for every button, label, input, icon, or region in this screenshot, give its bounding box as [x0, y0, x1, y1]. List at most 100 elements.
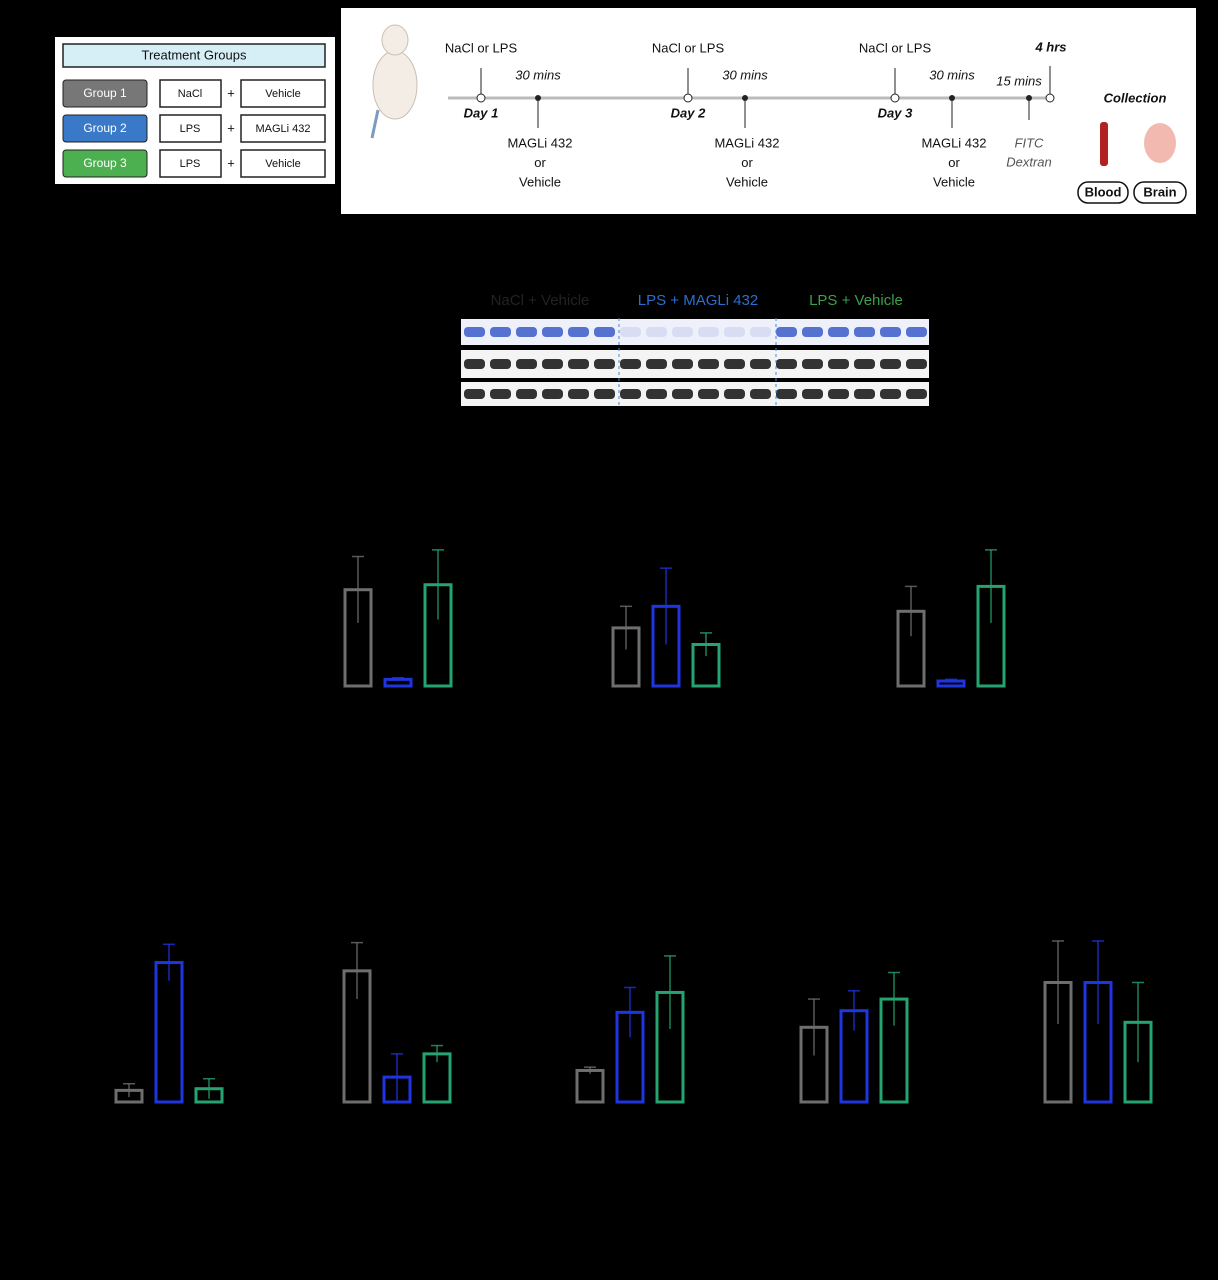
blot-band	[464, 327, 485, 337]
blot-band	[620, 389, 641, 399]
blot-band	[594, 359, 615, 369]
group-chip	[62, 79, 148, 108]
treatment-line: MAGLi 432	[921, 135, 986, 150]
injection-label: NaCl or LPS	[652, 40, 725, 55]
blot-band	[698, 327, 719, 337]
treatment-dot	[949, 95, 955, 101]
treatment-dot	[742, 95, 748, 101]
day-label: Day 1	[464, 105, 499, 120]
blot-band	[802, 327, 823, 337]
group-chip	[62, 149, 148, 178]
blot-band	[802, 359, 823, 369]
drug-box	[159, 149, 222, 178]
treatment-line: Vehicle	[519, 174, 561, 189]
day-label: Day 2	[671, 105, 706, 120]
blot-band	[516, 389, 537, 399]
drug-label: NaCl	[178, 88, 202, 100]
plus-sign: +	[227, 155, 235, 170]
blot-band	[490, 359, 511, 369]
blot-band	[776, 359, 797, 369]
treatment-label: Vehicle	[265, 88, 300, 100]
blot-band	[828, 327, 849, 337]
blot-band	[750, 327, 771, 337]
blot-band	[620, 327, 641, 337]
treatment-box	[240, 114, 326, 143]
blot-band	[646, 327, 667, 337]
blot-band	[542, 389, 563, 399]
treatment-line: MAGLi 432	[714, 135, 779, 150]
treatment-line: or	[534, 155, 546, 170]
blot-band	[516, 359, 537, 369]
group-label: Group 1	[83, 86, 127, 100]
injection-label: NaCl or LPS	[445, 40, 518, 55]
blot-group-label: NaCl + Vehicle	[491, 292, 590, 309]
drug-label: LPS	[180, 158, 201, 170]
injection-dot	[476, 93, 486, 103]
blot-band	[906, 389, 927, 399]
blot-group-label: LPS + Vehicle	[809, 292, 903, 309]
blot-band	[724, 389, 745, 399]
blot-group-label: LPS + MAGLi 432	[638, 292, 758, 309]
blot-band	[802, 389, 823, 399]
treatment-label: MAGLi 432	[255, 123, 310, 135]
delay-label: 30 mins	[929, 67, 975, 82]
blot-band	[568, 389, 589, 399]
drug-label: LPS	[180, 123, 201, 135]
drug-box	[159, 114, 222, 143]
blot-band	[880, 389, 901, 399]
blot-band	[880, 327, 901, 337]
blot-band	[724, 359, 745, 369]
blot-band	[854, 389, 875, 399]
timeline-panel	[341, 8, 1196, 214]
blot-band	[594, 327, 615, 337]
brain-icon	[1144, 123, 1176, 163]
drug-box	[159, 79, 222, 108]
blot-band	[646, 359, 667, 369]
blot-strip	[459, 380, 931, 408]
blood-icon	[1100, 122, 1108, 166]
injection-dot	[890, 93, 900, 103]
collection-label: Collection	[1104, 90, 1167, 105]
blot-band	[490, 327, 511, 337]
blot-band	[646, 389, 667, 399]
group-label: Group 2	[83, 121, 127, 135]
western-blot	[459, 317, 931, 408]
treatment-line: or	[948, 155, 960, 170]
blot-band	[776, 389, 797, 399]
blot-strip	[459, 348, 931, 380]
blot-band	[776, 327, 797, 337]
blot-band	[828, 359, 849, 369]
blot-band	[906, 359, 927, 369]
blot-band	[880, 359, 901, 369]
blot-band	[672, 327, 693, 337]
sample-label: Blood	[1085, 184, 1122, 199]
blot-band	[854, 359, 875, 369]
blot-band	[724, 327, 745, 337]
mouse-icon	[370, 24, 418, 139]
tracer-label: Dextran	[1006, 154, 1052, 169]
group-rows: Group 1 NaCl + Vehicle Group 2 LPS + MAGLi 432 G…	[62, 79, 326, 178]
blot-band	[750, 389, 771, 399]
blot-band	[464, 389, 485, 399]
injection-label: NaCl or LPS	[859, 40, 932, 55]
blot-band	[698, 359, 719, 369]
plus-sign: +	[227, 120, 235, 135]
blot-band	[464, 359, 485, 369]
blot-band	[516, 327, 537, 337]
groups-header	[62, 43, 326, 68]
treatment-line: or	[741, 155, 753, 170]
tracer-dot	[1026, 95, 1032, 101]
day-label: Day 3	[878, 105, 913, 120]
sample-pill	[1133, 181, 1187, 204]
treatment-label: Vehicle	[265, 158, 300, 170]
injection-dot	[683, 93, 693, 103]
blot-band	[490, 389, 511, 399]
delay-final: 15 mins	[996, 73, 1042, 88]
treatment-line: Vehicle	[726, 174, 768, 189]
blot-strip	[459, 317, 931, 347]
plus-sign: +	[227, 85, 235, 100]
blot-band	[568, 359, 589, 369]
blot-band	[750, 359, 771, 369]
